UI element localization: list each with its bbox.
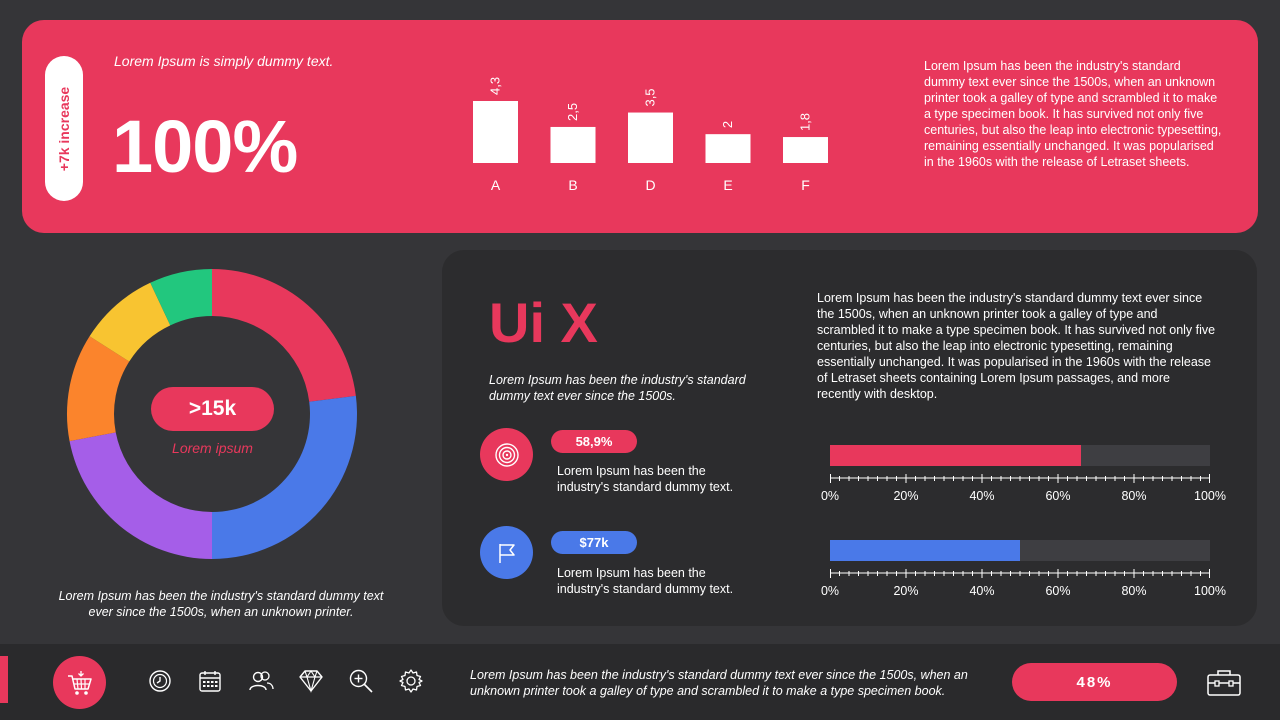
panel-paragraph: Lorem Ipsum has been the industry's stan… bbox=[817, 291, 1216, 401]
axis-tick-label: 40% bbox=[969, 489, 995, 503]
axis-tick-label: 20% bbox=[893, 489, 919, 503]
stat-text: Lorem Ipsum has been the industry's stan… bbox=[557, 464, 734, 494]
axis-tick-label: 60% bbox=[1045, 584, 1071, 598]
progress-fill bbox=[830, 540, 1020, 561]
panel-subtitle: Lorem Ipsum has been the industry's stan… bbox=[489, 373, 746, 403]
calendar-icon[interactable] bbox=[197, 668, 223, 694]
bar-f bbox=[783, 137, 828, 163]
briefcase-icon[interactable] bbox=[1206, 668, 1242, 698]
stat-badge: $77k bbox=[551, 531, 637, 554]
zoom-in-icon[interactable] bbox=[348, 668, 374, 694]
axis-tick-label: 80% bbox=[1121, 584, 1147, 598]
footer-percent-badge: 48% bbox=[1012, 663, 1177, 701]
progress-axis-labels: 0% 20% 40% 60% 80% 100% bbox=[821, 489, 1250, 505]
cart-button[interactable] bbox=[53, 656, 106, 709]
donut-caption: Lorem Ipsum has been the industry's stan… bbox=[58, 589, 384, 619]
tagline: Lorem Ipsum is simply dummy text. bbox=[114, 53, 334, 69]
donut-chart bbox=[67, 269, 357, 559]
bar-category-label: D bbox=[645, 177, 655, 193]
shopping-cart-icon bbox=[67, 670, 92, 695]
stat-text: Lorem Ipsum has been the industry's stan… bbox=[557, 566, 734, 596]
stat-badge: 58,9% bbox=[551, 430, 637, 453]
bar-value-label: 2,5 bbox=[565, 103, 580, 121]
bar-category-label: F bbox=[801, 177, 810, 193]
target-icon bbox=[494, 442, 519, 467]
donut-slice bbox=[67, 336, 130, 442]
axis-tick-label: 0% bbox=[820, 489, 840, 503]
stat-icon-circle bbox=[480, 428, 533, 481]
big-number: 100% bbox=[112, 105, 298, 188]
diamond-icon[interactable] bbox=[298, 668, 324, 694]
axis-tick-label: 0% bbox=[820, 584, 840, 598]
axis-tick-label: 80% bbox=[1121, 489, 1147, 503]
bar-category-label: E bbox=[723, 177, 732, 193]
flag-icon bbox=[498, 543, 515, 563]
progress-bar bbox=[830, 540, 1210, 561]
bar-category-label: B bbox=[568, 177, 577, 193]
donut-slice bbox=[150, 269, 212, 326]
bar-e bbox=[705, 134, 751, 163]
header-paragraph: Lorem Ipsum has been the industry's stan… bbox=[924, 59, 1222, 169]
bar-value-label: 2 bbox=[720, 121, 735, 128]
panel-title: Ui X bbox=[489, 291, 598, 354]
increase-label: +7k increase bbox=[56, 86, 72, 171]
donut-slice bbox=[89, 282, 171, 362]
bar-value-label: 1,8 bbox=[798, 113, 813, 131]
increase-badge: +7k increase bbox=[45, 56, 83, 201]
bar-chart: 4,3 A 2,5 B 3,5 D 2 E 1,8 F bbox=[473, 77, 828, 193]
bar-value-label: 4,3 bbox=[488, 77, 503, 95]
donut-slice bbox=[212, 269, 356, 402]
bar-b bbox=[550, 126, 596, 163]
footer-text: Lorem Ipsum has been the industry's stan… bbox=[470, 668, 968, 698]
donut-center-label: Lorem ipsum bbox=[172, 440, 253, 456]
progress-bar bbox=[830, 445, 1210, 466]
bar-value-label: 3,5 bbox=[643, 88, 658, 106]
progress-fill bbox=[830, 445, 1081, 466]
footer-accent bbox=[0, 656, 8, 703]
progress-axis bbox=[830, 474, 1210, 483]
donut-slice bbox=[69, 432, 212, 559]
donut-slice bbox=[212, 395, 357, 559]
axis-tick-label: 100% bbox=[1194, 489, 1226, 503]
gear-icon[interactable] bbox=[398, 668, 424, 694]
progress-axis-labels: 0% 20% 40% 60% 80% 100% bbox=[821, 584, 1250, 600]
progress-axis bbox=[830, 569, 1210, 578]
stat-icon-circle bbox=[480, 526, 533, 579]
bar-category-label: A bbox=[491, 177, 501, 193]
users-icon[interactable] bbox=[248, 668, 274, 694]
bar-a bbox=[473, 101, 518, 163]
axis-tick-label: 20% bbox=[893, 584, 919, 598]
donut-center-value: >15k bbox=[151, 387, 274, 431]
axis-tick-label: 60% bbox=[1045, 489, 1071, 503]
bar-d bbox=[628, 112, 673, 163]
clock-icon[interactable] bbox=[147, 668, 173, 694]
axis-tick-label: 40% bbox=[969, 584, 995, 598]
axis-tick-label: 100% bbox=[1194, 584, 1226, 598]
